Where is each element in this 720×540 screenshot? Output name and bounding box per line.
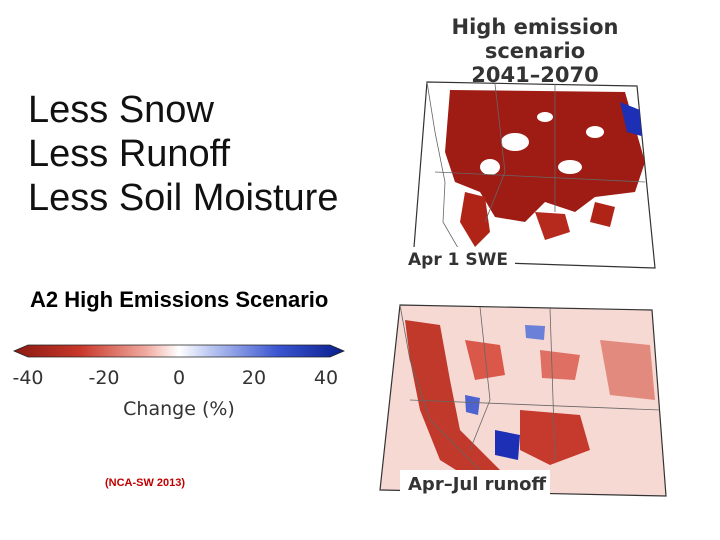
runoff-change-pattern <box>405 320 655 485</box>
bullet-list: Less Snow Less Runoff Less Soil Moisture <box>28 88 338 220</box>
legend-tick: 40 <box>314 367 338 389</box>
runoff-map-label: Apr–Jul runoff <box>408 474 547 495</box>
bullet-less-runoff: Less Runoff <box>28 133 231 175</box>
legend-colorbar <box>12 344 346 358</box>
bullet-less-soil-moisture: Less Soil Moisture <box>28 177 339 219</box>
runoff-map <box>379 304 667 498</box>
scenario-subheading: A2 High Emissions Scenario <box>30 287 329 312</box>
legend-tick: 20 <box>242 367 266 389</box>
swe-map <box>405 81 656 275</box>
legend-tick: -40 <box>12 367 43 389</box>
citation: (NCA-SW 2013) <box>105 477 186 489</box>
color-legend: -40 -20 0 20 40 Change (%) <box>12 344 346 420</box>
legend-title: Change (%) <box>123 398 235 420</box>
map-title: High emission scenario 2041–2070 <box>405 15 665 87</box>
swe-change-pattern <box>445 90 645 247</box>
legend-tick: 0 <box>173 367 185 389</box>
map-title-scenario: High emission scenario <box>451 15 619 63</box>
legend-tick: -20 <box>88 367 119 389</box>
swe-map-label: Apr 1 SWE <box>408 250 508 270</box>
bullet-less-snow: Less Snow <box>28 89 214 131</box>
